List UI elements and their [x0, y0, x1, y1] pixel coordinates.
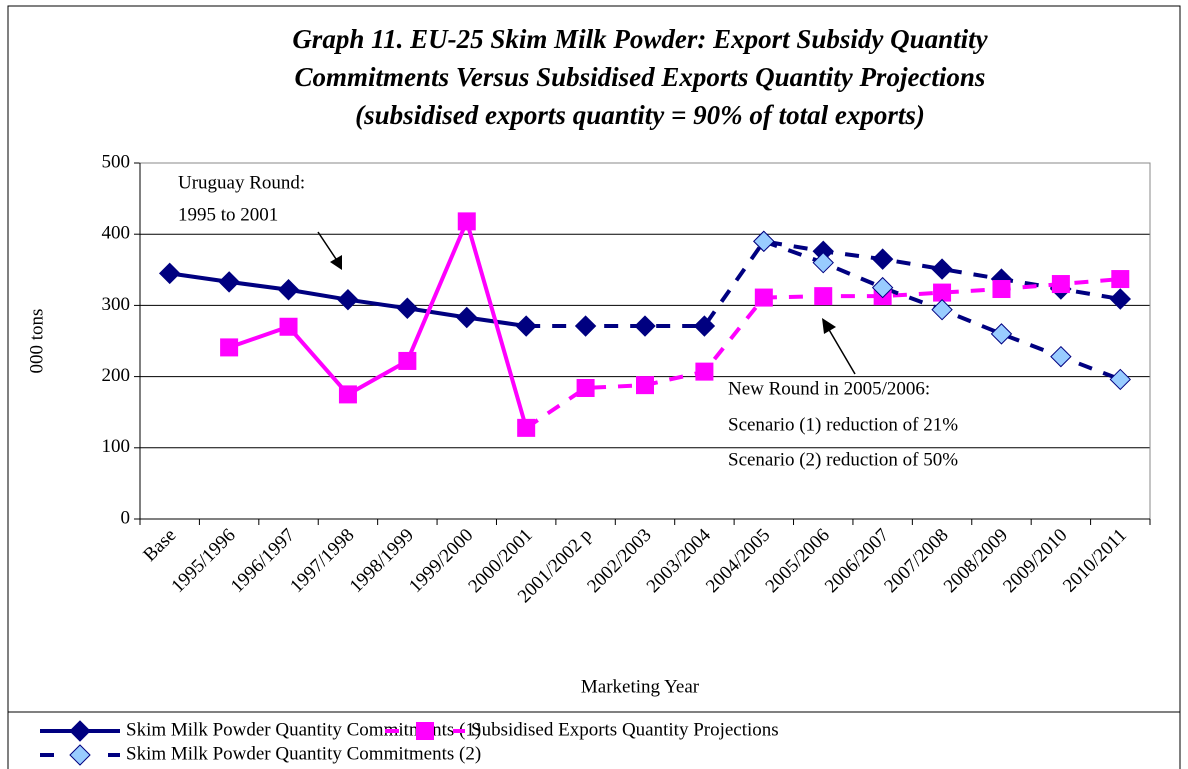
- data-point: [754, 288, 773, 307]
- x-tick-label: 1995/1996: [167, 525, 239, 597]
- data-point: [931, 298, 953, 321]
- data-point: [753, 230, 775, 253]
- data-point: [695, 362, 714, 381]
- data-point: [871, 248, 894, 270]
- x-tick-label: 1996/1997: [227, 525, 299, 597]
- x-tick-label: 2004/2005: [702, 525, 774, 597]
- y-tick-label: 0: [121, 507, 131, 528]
- x-tick-label: 2002/2003: [583, 525, 655, 597]
- chart-border: [7, 5, 1181, 769]
- legend-marker: [416, 722, 434, 740]
- y-tick-label: 400: [102, 223, 131, 244]
- legend-label: Skim Milk Powder Quantity Commitments (2…: [126, 743, 481, 764]
- annotation: Scenario (2) reduction of 50%: [728, 449, 958, 470]
- y-tick-label: 500: [102, 151, 131, 172]
- series-line: [228, 215, 529, 429]
- data-point: [814, 287, 833, 306]
- annotation: Uruguay Round:: [178, 172, 305, 193]
- x-tick-label: 2009/2010: [999, 525, 1071, 597]
- chart-title: Commitments Versus Subsidised Exports Qu…: [295, 62, 986, 92]
- x-tick-label: 1998/1999: [346, 525, 418, 597]
- legend-box: [7, 711, 1181, 769]
- data-point: [218, 271, 240, 293]
- annotation-arrow: [317, 231, 339, 263]
- data-point: [1109, 368, 1132, 391]
- data-point: [693, 315, 716, 337]
- data-point: [634, 315, 656, 337]
- data-point: [279, 317, 298, 336]
- data-point: [812, 251, 834, 274]
- data-point: [931, 258, 953, 280]
- data-point: [277, 279, 300, 301]
- data-point: [1109, 288, 1132, 310]
- annotation: Scenario (1) reduction of 21%: [728, 414, 958, 435]
- legend-marker: [69, 744, 91, 766]
- annotation: New Round in 2005/2006:: [728, 378, 930, 399]
- x-axis-label: Marketing Year: [581, 676, 700, 697]
- data-point: [517, 418, 536, 437]
- annotation: 1995 to 2001: [178, 204, 278, 225]
- x-tick-label: 2005/2006: [762, 525, 834, 597]
- x-tick-label: 1997/1998: [286, 525, 358, 597]
- data-point: [396, 297, 419, 319]
- data-point: [1111, 270, 1130, 289]
- y-tick-label: 100: [102, 436, 131, 457]
- legend-label: Skim Milk Powder Quantity Commitments (1…: [126, 719, 481, 740]
- chart-title: Graph 11. EU-25 Skim Milk Powder: Export…: [292, 24, 988, 54]
- x-tick-label: 2008/2009: [940, 525, 1012, 597]
- annotation-arrowhead: [330, 255, 342, 270]
- data-point: [933, 283, 952, 302]
- data-point: [398, 351, 417, 370]
- x-tick-label: 2003/2004: [643, 524, 716, 597]
- data-point: [1050, 345, 1072, 368]
- x-tick-label: Base: [139, 525, 180, 566]
- data-point: [515, 315, 537, 337]
- data-point: [1051, 275, 1070, 294]
- data-point: [574, 315, 597, 337]
- x-tick-label: 1999/2000: [405, 525, 477, 597]
- x-tick-label: 2007/2008: [880, 525, 952, 597]
- x-tick-label: 2010/2011: [1059, 525, 1131, 597]
- legend-label: Subsidised Exports Quantity Projections: [471, 719, 779, 740]
- data-point: [992, 280, 1011, 299]
- legend-marker: [69, 720, 91, 742]
- x-tick-label: 2006/2007: [821, 525, 893, 597]
- y-axis-label: 000 tons: [26, 309, 47, 374]
- chart-title: (subsidised exports quantity = 90% of to…: [355, 100, 925, 130]
- data-point: [158, 262, 181, 285]
- annotation-arrowhead: [822, 318, 836, 334]
- data-point: [338, 385, 357, 404]
- data-point: [337, 288, 359, 311]
- data-point: [220, 338, 239, 357]
- y-tick-label: 300: [102, 294, 131, 315]
- annotation-arrow: [827, 327, 856, 375]
- data-point: [871, 276, 894, 299]
- data-point: [990, 323, 1013, 345]
- data-point: [576, 378, 595, 397]
- data-point: [456, 306, 478, 329]
- data-point: [636, 376, 654, 395]
- data-point: [457, 212, 476, 231]
- y-tick-label: 200: [102, 365, 131, 386]
